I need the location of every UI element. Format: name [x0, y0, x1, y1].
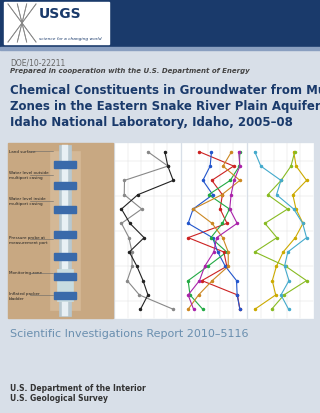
Bar	[54, 254, 76, 261]
Bar	[62, 146, 68, 316]
Bar	[54, 206, 76, 214]
Bar	[57, 269, 73, 301]
Text: Inflated packer
bladder: Inflated packer bladder	[9, 291, 40, 300]
Bar	[54, 273, 76, 280]
Text: science for a changing world: science for a changing world	[39, 37, 101, 41]
Bar	[8, 5, 36, 43]
Bar	[54, 231, 76, 238]
Bar	[54, 182, 76, 189]
Text: Land surface: Land surface	[9, 150, 36, 154]
Bar	[50, 152, 80, 310]
Bar	[54, 161, 76, 168]
Text: Prepared in cooperation with the U.S. Department of Energy: Prepared in cooperation with the U.S. De…	[10, 68, 250, 74]
Text: U.S. Geological Survey: U.S. Geological Survey	[10, 393, 108, 402]
Bar	[115, 144, 180, 318]
Text: Water level inside
multiport casing: Water level inside multiport casing	[9, 197, 46, 206]
Bar	[0, 0, 320, 48]
Bar	[4, 3, 109, 45]
Bar	[59, 146, 71, 316]
Text: U.S. Department of the Interior: U.S. Department of the Interior	[10, 383, 146, 392]
Text: Monitoring zone: Monitoring zone	[9, 271, 42, 275]
Text: DOE/10-22211: DOE/10-22211	[10, 58, 65, 67]
Text: Scientific Investigations Report 2010–5116: Scientific Investigations Report 2010–51…	[10, 328, 249, 338]
Bar	[0, 48, 320, 51]
Text: USGS: USGS	[39, 7, 82, 21]
Text: Water level outside
multiport casing: Water level outside multiport casing	[9, 171, 49, 180]
Bar	[54, 292, 76, 299]
Text: Chemical Constituents in Groundwater from Multiple: Chemical Constituents in Groundwater fro…	[10, 84, 320, 97]
Text: Zones in the Eastern Snake River Plain Aquifer at the: Zones in the Eastern Snake River Plain A…	[10, 100, 320, 113]
Bar	[248, 144, 313, 318]
Bar	[8, 144, 113, 318]
Text: Pressure probe at
measurement port: Pressure probe at measurement port	[9, 235, 48, 244]
Text: Idaho National Laboratory, Idaho, 2005–08: Idaho National Laboratory, Idaho, 2005–0…	[10, 116, 293, 129]
Bar	[182, 144, 246, 318]
